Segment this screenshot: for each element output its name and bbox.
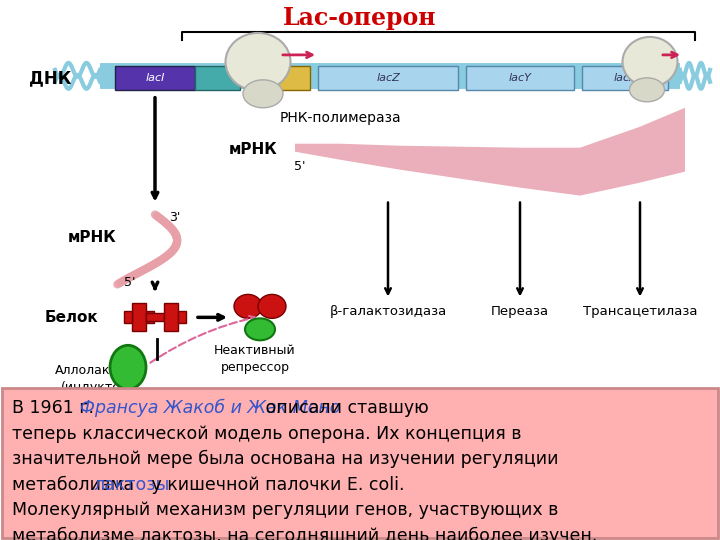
Text: Белок: Белок bbox=[45, 310, 99, 325]
Ellipse shape bbox=[243, 80, 283, 108]
Text: 3': 3' bbox=[169, 211, 181, 224]
Bar bbox=[164, 303, 178, 332]
Ellipse shape bbox=[225, 33, 290, 91]
Text: lacI: lacI bbox=[145, 73, 165, 83]
Text: ДНК: ДНК bbox=[29, 69, 71, 87]
Text: у кишечной палочки E. coli.: у кишечной палочки E. coli. bbox=[145, 476, 404, 494]
Ellipse shape bbox=[629, 78, 665, 102]
Text: В 1961 г.: В 1961 г. bbox=[12, 399, 99, 417]
Text: β-галактозидаза: β-галактозидаза bbox=[329, 305, 446, 318]
Text: Франсуа Жакоб и Жак Моно: Франсуа Жакоб и Жак Моно bbox=[79, 399, 340, 417]
Text: Переаза: Переаза bbox=[491, 305, 549, 318]
Text: значительной мере была основана на изучении регуляции: значительной мере была основана на изуче… bbox=[12, 450, 559, 468]
Text: lacA: lacA bbox=[613, 73, 637, 83]
Ellipse shape bbox=[234, 294, 262, 319]
Text: Молекулярный механизм регуляции генов, участвующих в: Молекулярный механизм регуляции генов, у… bbox=[12, 501, 559, 519]
Bar bbox=[318, 66, 458, 90]
Ellipse shape bbox=[110, 345, 146, 389]
Text: 5': 5' bbox=[125, 276, 136, 289]
Text: лактозы: лактозы bbox=[93, 476, 169, 494]
Text: мРНК: мРНК bbox=[229, 142, 278, 157]
Bar bbox=[124, 312, 132, 323]
Ellipse shape bbox=[258, 294, 286, 319]
Text: lacZ: lacZ bbox=[376, 73, 400, 83]
Text: мРНК: мРНК bbox=[68, 230, 117, 245]
Text: метаболизме лактозы, на сегодняшний день наиболее изучен.: метаболизме лактозы, на сегодняшний день… bbox=[12, 526, 598, 540]
Text: РНК-полимераза: РНК-полимераза bbox=[280, 111, 402, 125]
Bar bbox=[466, 66, 574, 90]
Text: Неактивный
репрессор: Неактивный репрессор bbox=[214, 345, 296, 374]
Polygon shape bbox=[295, 108, 685, 195]
Text: lacY: lacY bbox=[508, 73, 531, 83]
Bar bbox=[195, 66, 240, 90]
Text: метаболизма: метаболизма bbox=[12, 476, 140, 494]
Bar bbox=[115, 66, 195, 90]
Text: 5': 5' bbox=[294, 160, 306, 173]
Text: описали ставшую: описали ставшую bbox=[259, 399, 428, 417]
Ellipse shape bbox=[623, 37, 678, 87]
Bar bbox=[146, 312, 154, 323]
Text: Аллолактоза
(индуктор): Аллолактоза (индуктор) bbox=[55, 364, 140, 394]
Bar bbox=[146, 313, 164, 321]
Text: Трансацетилаза: Трансацетилаза bbox=[582, 305, 697, 318]
Text: Lac-оперон: Lac-оперон bbox=[283, 6, 437, 30]
Ellipse shape bbox=[245, 319, 275, 340]
Text: теперь классической модель оперона. Их концепция в: теперь классической модель оперона. Их к… bbox=[12, 424, 521, 443]
Bar bbox=[178, 312, 186, 323]
Bar bbox=[260, 66, 310, 90]
Bar bbox=[132, 303, 146, 332]
Bar bbox=[582, 66, 668, 90]
